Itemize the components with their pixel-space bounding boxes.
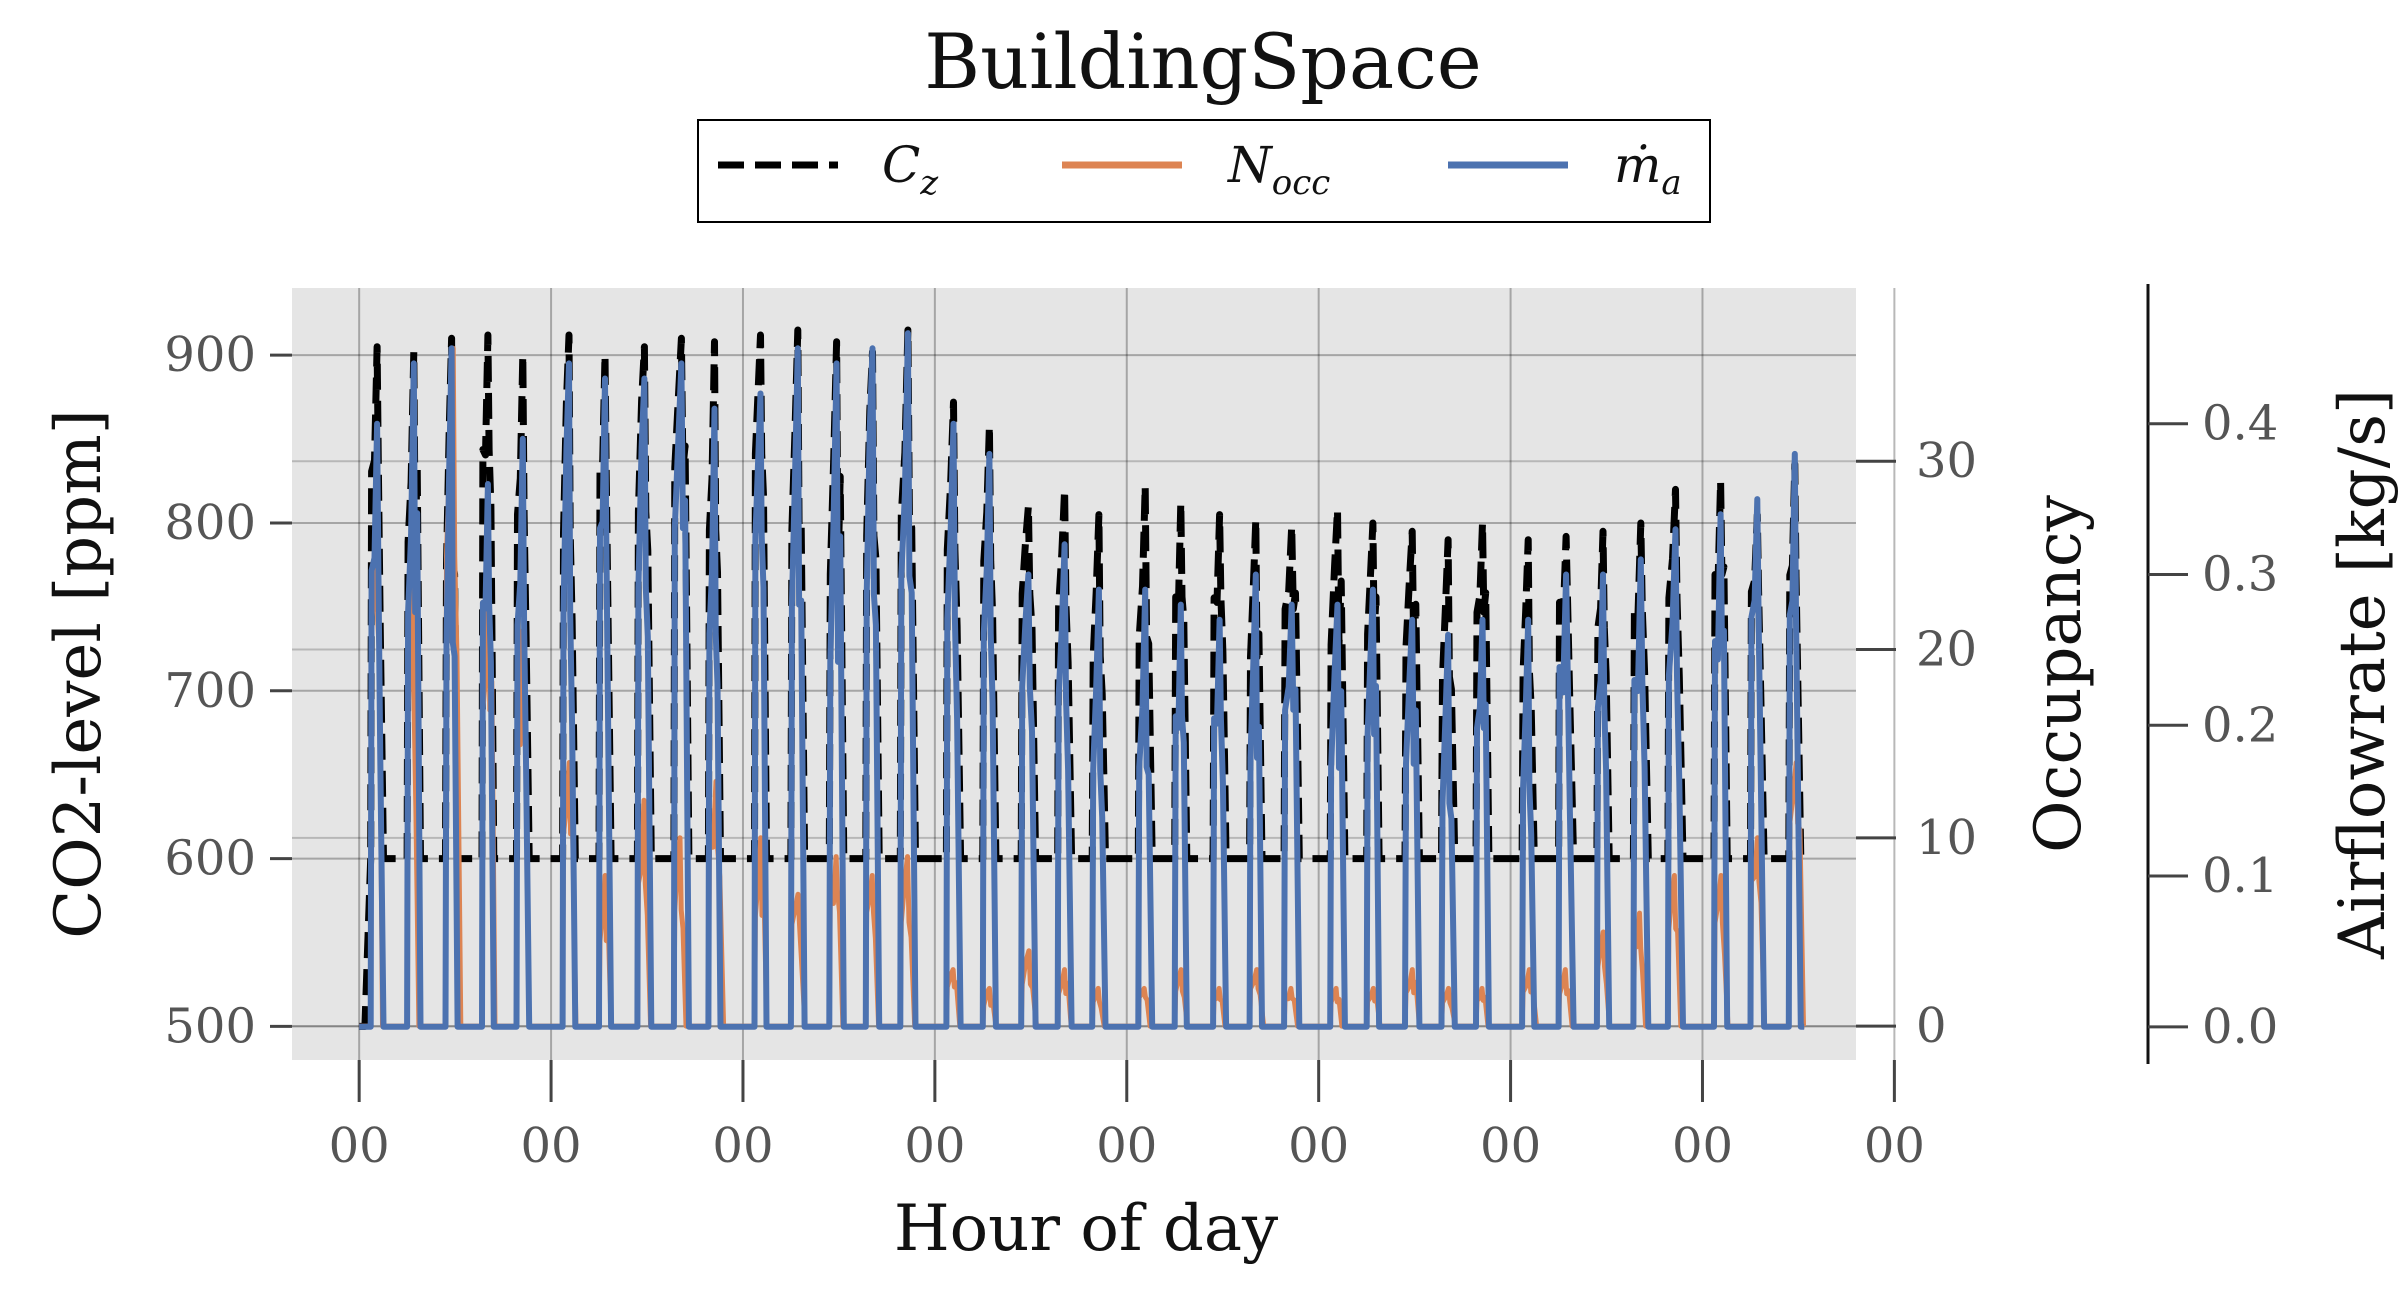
legend-label-ma: ṁa (1614, 136, 1682, 203)
x-tick-label: 00 (1672, 1118, 1733, 1174)
airflow-tick-label: 0.0 (2202, 999, 2278, 1055)
legend-label-cz: Cz (882, 136, 939, 203)
y-tick-label: 500 (164, 998, 256, 1054)
y-axis-title-airflow: Airflowrate [kg/s] (2326, 389, 2400, 960)
airflow-tick-label: 0.3 (2202, 546, 2278, 602)
y-tick-label: 800 (164, 495, 256, 551)
occupancy-tick-label: 30 (1916, 433, 1977, 489)
x-tick-label: 00 (1288, 1118, 1349, 1174)
x-tick-label: 00 (329, 1118, 390, 1174)
x-tick-label: 00 (1480, 1118, 1541, 1174)
x-tick-label: 00 (521, 1118, 582, 1174)
legend-label-nocc: Nocc (1227, 136, 1330, 203)
series-layer (359, 326, 1807, 1030)
y-tick-label: 900 (164, 327, 256, 383)
x-tick-label: 00 (712, 1118, 773, 1174)
airflow-tick-label: 0.1 (2202, 848, 2278, 904)
airflow-tick-label: 0.2 (2202, 697, 2278, 753)
y-axis-title-occupancy: Occupancy (2022, 495, 2096, 853)
y-tick-label: 600 (164, 831, 256, 887)
y-tick-label: 700 (164, 663, 256, 719)
axes: 500 600 700 800 900 0 10 20 30 0.0 0.1 0.2 0.3 0.4 00 0… (164, 284, 2278, 1174)
chart-title: BuildingSpace (924, 17, 1482, 106)
y-axis-title-co2: CO2-level [ppm] (42, 409, 116, 939)
x-tick-label: 00 (1096, 1118, 1157, 1174)
x-tick-label: 00 (1864, 1118, 1925, 1174)
legend: Cz Nocc ṁa (697, 119, 1711, 223)
airflow-tick-label: 0.4 (2202, 396, 2278, 452)
x-axis-title: Hour of day (894, 1192, 1278, 1266)
occupancy-tick-label: 0 (1916, 998, 1947, 1054)
occupancy-tick-label: 10 (1916, 810, 1977, 866)
occupancy-tick-label: 20 (1916, 622, 1977, 678)
legend-frame (697, 119, 1711, 223)
x-tick-label: 00 (904, 1118, 965, 1174)
series-line-m-a (359, 330, 1805, 1030)
